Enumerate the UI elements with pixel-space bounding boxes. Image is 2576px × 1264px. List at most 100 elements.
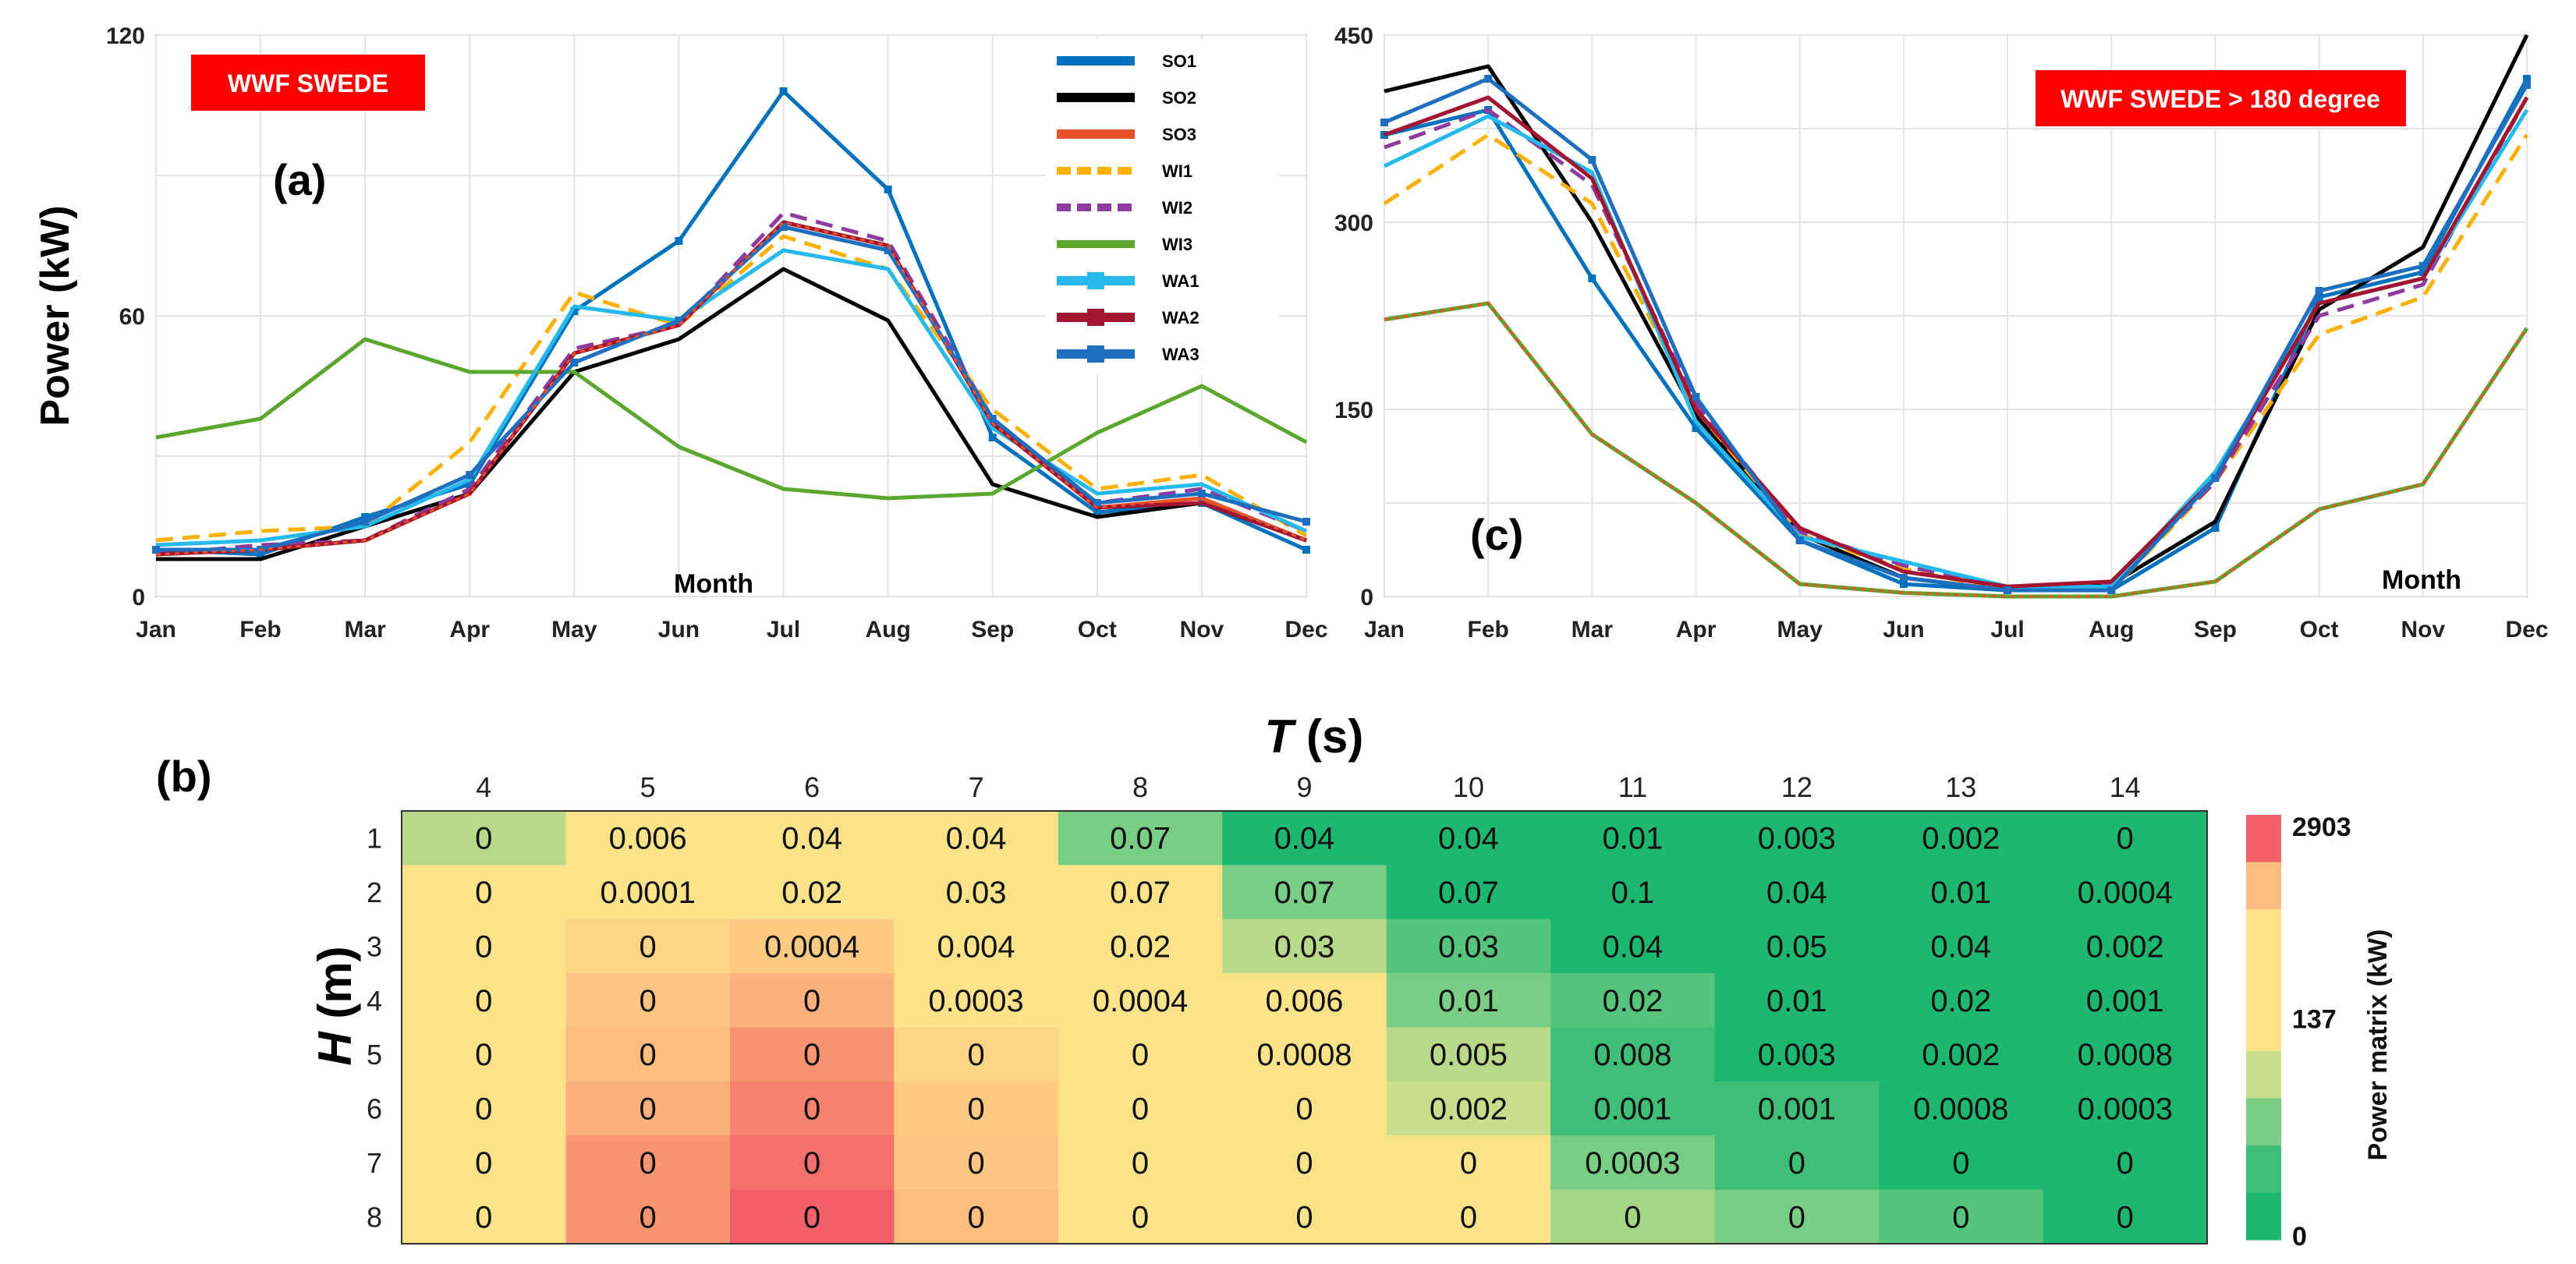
heatmap-ytick-label: 2 bbox=[367, 876, 382, 908]
a-xtick-label: Aug bbox=[865, 617, 910, 643]
heatmap-cell bbox=[1058, 919, 1223, 974]
a-point-wa3 bbox=[570, 359, 579, 366]
c-xtick-label: Jun bbox=[1883, 617, 1924, 643]
heatmap-cell bbox=[1386, 865, 1551, 920]
a-series-line-so3-overlay bbox=[155, 221, 1307, 556]
heatmap-cell-value: 0 bbox=[475, 1092, 492, 1127]
colorbar-tick-label: 137 bbox=[2292, 1005, 2337, 1035]
heatmap-cell bbox=[1550, 865, 1716, 920]
heatmap-cell bbox=[1714, 1189, 1880, 1245]
heatmap-cell-value: 0.0001 bbox=[601, 876, 696, 910]
a-xtick-label: Dec bbox=[1284, 617, 1327, 643]
heatmap-cell-value: 0.04 bbox=[1930, 929, 1991, 964]
c-point-wa3 bbox=[1795, 536, 1804, 544]
a-point-so1 bbox=[988, 434, 997, 441]
heatmap-cell bbox=[1550, 811, 1716, 866]
heatmap-cell bbox=[1879, 919, 2044, 974]
heatmap-cell-value: 0.006 bbox=[609, 822, 687, 856]
heatmap-cell bbox=[402, 1081, 566, 1136]
heatmap-cell-value: 0.01 bbox=[1438, 984, 1499, 1018]
panel-a-tag-box bbox=[191, 55, 425, 111]
heatmap-cell bbox=[1386, 1081, 1551, 1136]
heatmap-xtick-label: 7 bbox=[969, 771, 984, 803]
heatmap-cell bbox=[729, 1189, 895, 1245]
heatmap-cell bbox=[894, 1189, 1059, 1245]
heatmap-cells: 0 0.006 0.04 0.04 0.07 0.04 0.04 0.01 0.003 0.002… bbox=[402, 811, 2208, 1245]
c-point-so1 bbox=[1692, 424, 1700, 432]
heatmap-y-unit: (m) bbox=[309, 946, 361, 1018]
heatmap-cell bbox=[1058, 1081, 1223, 1136]
panel-c-series bbox=[1380, 34, 2531, 599]
legend-label-wa3: WA3 bbox=[1162, 345, 1199, 364]
a-point-wa3 bbox=[779, 223, 788, 231]
heatmap-ytick-label: 1 bbox=[367, 823, 382, 855]
heatmap-cell bbox=[565, 1081, 731, 1136]
heatmap-cell-value: 0 bbox=[2117, 1200, 2134, 1234]
panel-c-label: (c) bbox=[1470, 510, 1523, 559]
a-ytick-label: 120 bbox=[106, 23, 145, 49]
c-point-wa3 bbox=[1692, 393, 1700, 401]
colorbar-segment bbox=[2246, 1098, 2281, 1146]
a-point-wa3 bbox=[1302, 518, 1310, 526]
heatmap-xtick-label: 5 bbox=[640, 771, 656, 803]
heatmap-cell bbox=[1879, 1135, 2044, 1191]
heatmap-cell-value: 0.004 bbox=[937, 929, 1015, 964]
heatmap-cell-value: 0.002 bbox=[2086, 929, 2164, 964]
heatmap-cell-value: 0 bbox=[640, 929, 657, 964]
c-xtick-label: Aug bbox=[2089, 617, 2134, 643]
legend-label-wi3: WI3 bbox=[1162, 235, 1192, 254]
heatmap-cell bbox=[729, 811, 895, 866]
c-ytick-label: 450 bbox=[1334, 23, 1373, 49]
heatmap-cell bbox=[1058, 1027, 1223, 1082]
heatmap-cell bbox=[894, 1135, 1059, 1191]
heatmap-x-var: T bbox=[1265, 710, 1297, 763]
heatmap-xtick-label: 8 bbox=[1132, 771, 1148, 803]
heatmap-cell bbox=[565, 973, 731, 1028]
heatmap-cell bbox=[1222, 811, 1387, 866]
heatmap-cell-value: 0 bbox=[1132, 1200, 1149, 1234]
c-point-wa3 bbox=[1588, 156, 1596, 164]
a-series-line-wi3 bbox=[155, 337, 1308, 501]
heatmap-cell-value: 0.0008 bbox=[1913, 1092, 2008, 1127]
colorbar-label: Power matrix (kW) bbox=[2363, 929, 2393, 1161]
colorbar-segment bbox=[2246, 815, 2281, 863]
c-series-line-wa2 bbox=[1384, 95, 2529, 589]
heatmap-cell-value: 0 bbox=[475, 1200, 492, 1234]
heatmap-cell bbox=[894, 919, 1059, 974]
heatmap-cell bbox=[1879, 865, 2044, 920]
colorbar-segment bbox=[2246, 862, 2281, 910]
heatmap-cell-value: 0.04 bbox=[946, 822, 1007, 856]
heatmap-cell-value: 0.006 bbox=[1265, 984, 1343, 1018]
heatmap-cell bbox=[565, 811, 731, 866]
a-series-line-wa3 bbox=[156, 225, 1307, 552]
colorbar-segment bbox=[2246, 1050, 2281, 1099]
heatmap-cell-value: 0 bbox=[475, 1038, 492, 1072]
legend-label-so1: SO1 bbox=[1162, 51, 1196, 71]
panel-a-legend: SO1 SO2 SO3 WI1 WI2 WI3 WA1 WA2 WA3 bbox=[1045, 39, 1279, 374]
heatmap-cell bbox=[1550, 973, 1716, 1028]
colorbar-tick-label: 2903 bbox=[2292, 813, 2351, 842]
a-series-line-wa1 bbox=[155, 248, 1308, 547]
a-xtick-label: Mar bbox=[345, 617, 387, 643]
heatmap-cell bbox=[894, 1027, 1059, 1082]
a-point-so1 bbox=[1302, 546, 1310, 554]
heatmap-cell-value: 0.0008 bbox=[1256, 1038, 1352, 1072]
c-point-wa3 bbox=[2004, 586, 2012, 594]
heatmap-cell bbox=[1714, 973, 1880, 1028]
heatmap-cell-value: 0.03 bbox=[1274, 929, 1335, 964]
c-point-wa3 bbox=[1899, 574, 1908, 582]
heatmap-cell bbox=[2043, 919, 2208, 974]
heatmap-cell bbox=[1714, 919, 1880, 974]
heatmap-cell-value: 0.07 bbox=[1110, 822, 1171, 856]
heatmap-cell-value: 0.0003 bbox=[928, 984, 1023, 1018]
a-point-so1 bbox=[779, 87, 788, 95]
heatmap-cell bbox=[1222, 1189, 1387, 1245]
legend-label-wa1: WA1 bbox=[1162, 271, 1199, 291]
c-xtick-label: May bbox=[1777, 617, 1823, 643]
heatmap-cell-value: 0 bbox=[475, 876, 492, 910]
c-point-wa3 bbox=[2107, 586, 2116, 594]
heatmap-cell bbox=[402, 919, 566, 974]
heatmap-cell bbox=[1386, 1189, 1551, 1245]
heatmap-cell bbox=[729, 919, 895, 974]
heatmap-cell bbox=[565, 919, 731, 974]
